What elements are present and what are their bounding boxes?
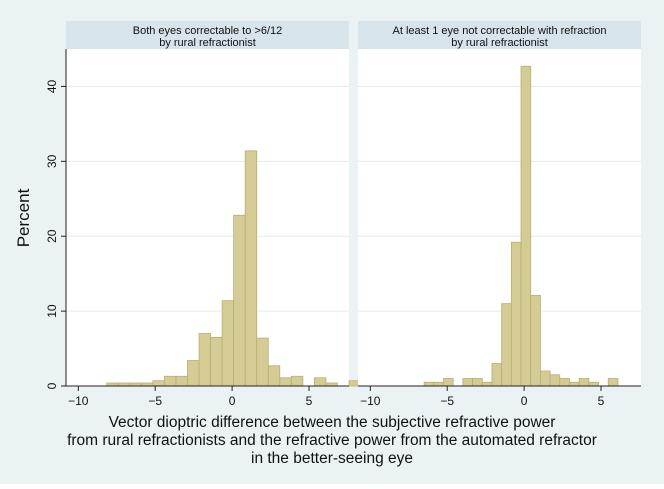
histogram-bar xyxy=(607,378,619,387)
histogram-bar xyxy=(578,378,590,387)
histogram-bar xyxy=(175,375,188,387)
histogram-bar xyxy=(462,378,473,387)
x-tick-label: 0 xyxy=(229,394,236,408)
y-tick-label: 30 xyxy=(45,154,59,168)
histogram-bar xyxy=(472,378,483,387)
x-tick-label: 5 xyxy=(598,394,605,408)
histogram-bar xyxy=(540,370,551,387)
histogram-bar xyxy=(588,381,599,387)
panel-title-line: by rural refractionist xyxy=(159,37,256,49)
y-tick-label: 40 xyxy=(45,79,59,93)
histogram-bar xyxy=(559,378,570,387)
histogram-bar xyxy=(481,381,493,387)
panel-title-strip xyxy=(66,21,349,49)
panel-title-line: At least 1 eye not correctable with refr… xyxy=(393,25,607,37)
histogram-bar xyxy=(520,65,532,387)
y-tick-label: 0 xyxy=(45,382,59,389)
histogram-bar xyxy=(198,333,211,387)
histogram-bar xyxy=(152,380,165,387)
y-tick-label: 20 xyxy=(45,229,59,243)
histogram-bar xyxy=(279,377,292,387)
x-axis-title-line-2: from rural refractionists and the refrac… xyxy=(67,432,597,449)
panel-title-line: by rural refractionist xyxy=(451,37,548,49)
x-tick-label: −10 xyxy=(68,394,89,408)
panel-title-strip xyxy=(358,21,641,49)
histogram-bar xyxy=(443,378,454,387)
plot-area xyxy=(66,49,349,386)
histogram-bar xyxy=(187,360,200,387)
histogram-bar xyxy=(501,303,512,387)
histogram-bar xyxy=(530,294,541,387)
x-tick-label: −5 xyxy=(148,394,162,408)
histogram-bar xyxy=(549,374,561,387)
panel-right: At least 1 eye not correctable with refr… xyxy=(358,21,641,408)
histogram-bar xyxy=(569,381,580,387)
histogram-bar xyxy=(221,300,235,387)
x-axis-title: Vector dioptric difference between the s… xyxy=(0,414,664,468)
histogram-bar xyxy=(313,377,327,387)
y-tick-label: 10 xyxy=(45,304,59,318)
histogram-bar xyxy=(256,337,269,387)
histogram-bar xyxy=(164,375,177,387)
histogram-bar xyxy=(491,363,503,387)
histogram-bar xyxy=(433,381,444,387)
histogram-bar xyxy=(210,336,223,387)
histogram-bar xyxy=(233,214,246,387)
x-tick-label: 0 xyxy=(521,394,528,408)
x-tick-label: 5 xyxy=(306,394,313,408)
plot-area xyxy=(358,49,641,386)
histogram-bar xyxy=(267,365,281,387)
histogram-bar xyxy=(244,150,258,387)
y-axis-title: Percent xyxy=(14,188,33,247)
panel-title-line: Both eyes correctable to >6/12 xyxy=(133,25,283,37)
histogram-bar xyxy=(290,375,304,387)
x-axis-title-line-1: Vector dioptric difference between the s… xyxy=(108,414,556,431)
histogram-bar xyxy=(510,241,522,387)
histogram-bar xyxy=(423,381,435,387)
x-axis-title-line-3: in the better-seeing eye xyxy=(251,450,413,467)
x-tick-label: −5 xyxy=(440,394,454,408)
x-tick-label: −10 xyxy=(360,394,381,408)
